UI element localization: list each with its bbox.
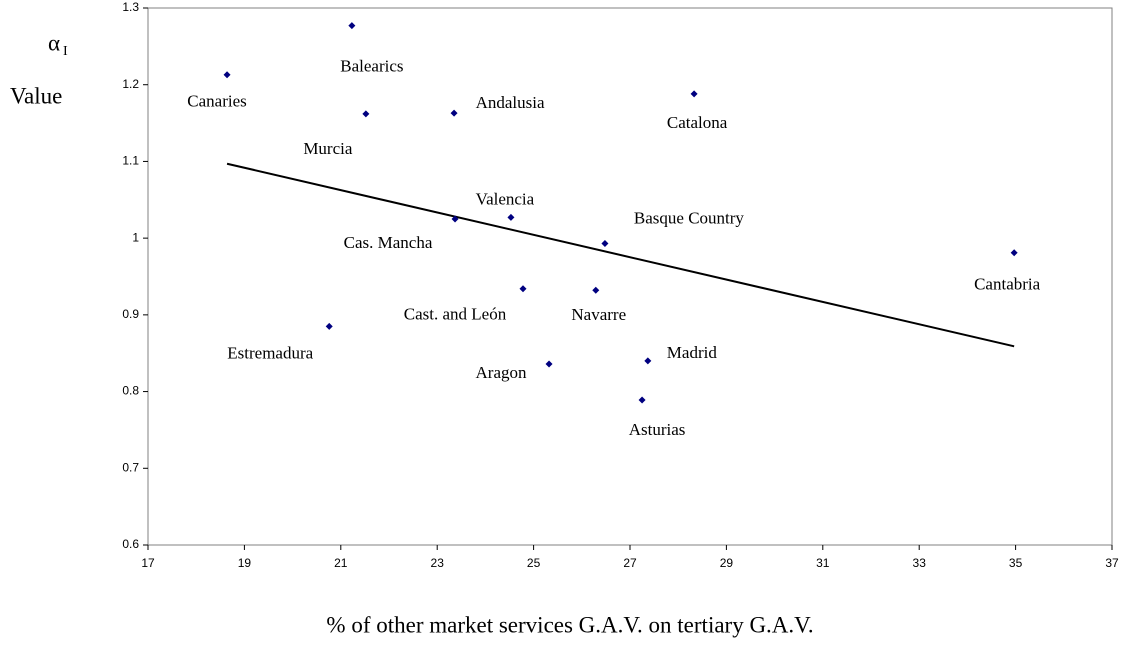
point [1010,249,1018,257]
x-tick-label: 35 [1009,556,1023,570]
x-tick-label: 31 [816,556,830,570]
y-label-symbol: α [48,30,60,55]
point-label: Cast. and León [404,305,507,324]
point-label: Cantabria [974,275,1041,294]
point-label: Canaries [187,92,246,111]
x-tick-label: 21 [334,556,348,570]
point-label: Murcia [303,139,353,158]
point-label: Cas. Mancha [344,233,433,252]
y-label-subscript: I [63,44,68,59]
point-label: Navarre [571,305,626,324]
point [519,285,527,293]
y-tick-label: 0.8 [122,384,139,398]
x-tick-label: 33 [913,556,927,570]
y-tick-label: 0.6 [122,537,139,551]
point-label: Estremadura [227,343,313,362]
y-tick-label: 0.9 [122,307,139,321]
point [451,215,459,223]
x-tick-label: 23 [431,556,445,570]
y-tick-label: 1.3 [122,0,139,14]
point-label: Balearics [340,57,403,76]
x-tick-label: 17 [141,556,155,570]
point [450,109,458,117]
y-label: Value [10,83,62,108]
point [545,360,553,368]
point [690,90,698,98]
point [223,71,231,79]
x-tick-label: 19 [238,556,252,570]
point [592,286,600,294]
x-tick-label: 27 [623,556,637,570]
point [601,240,609,248]
y-tick-label: 1.2 [122,77,139,91]
trendline [226,162,1015,348]
point [507,213,515,221]
point-label: Catalona [667,113,728,132]
point-label: Valencia [476,189,535,208]
point [348,22,356,30]
y-tick-label: 0.7 [122,460,139,474]
plot-frame [147,7,1113,546]
point-label: Basque Country [634,208,745,227]
x-tick-label: 25 [527,556,541,570]
x-tick-label: 29 [720,556,734,570]
point [325,322,333,330]
point-label: Aragon [476,363,527,382]
x-tick-label: 37 [1105,556,1119,570]
point [362,110,370,118]
y-tick-label: 1 [132,230,139,244]
point-label: Andalusia [476,93,545,112]
point-label: Asturias [629,420,686,439]
x-label: % of other market services G.A.V. on ter… [326,612,813,637]
point [644,357,652,365]
point [638,396,646,404]
point-label: Madrid [667,343,718,362]
y-tick-label: 1.1 [122,154,139,168]
